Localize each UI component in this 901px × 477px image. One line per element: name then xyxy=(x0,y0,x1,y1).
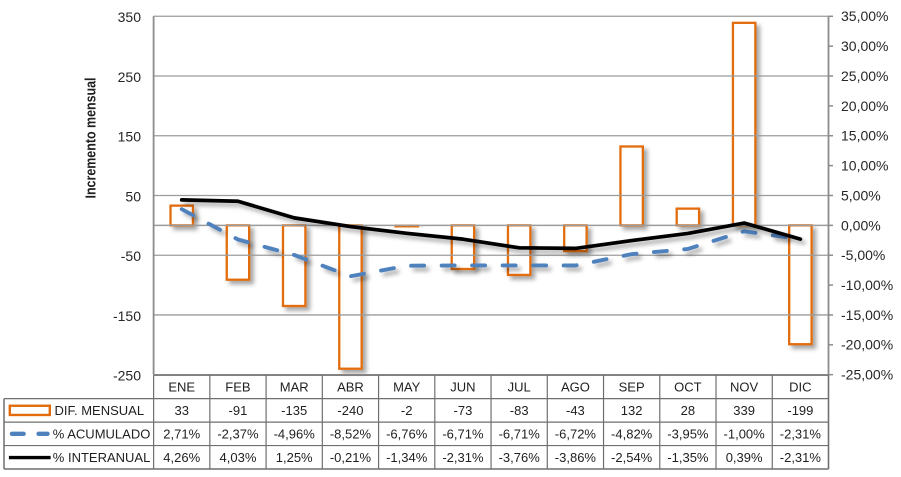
svg-text:10,00%: 10,00% xyxy=(841,158,888,174)
svg-text:-2: -2 xyxy=(401,403,413,418)
svg-text:MAR: MAR xyxy=(280,380,309,395)
svg-text:30,00%: 30,00% xyxy=(841,38,888,54)
svg-text:-4,82%: -4,82% xyxy=(611,426,653,441)
svg-text:-1,35%: -1,35% xyxy=(667,450,709,465)
svg-text:5,00%: 5,00% xyxy=(841,187,881,203)
svg-text:-3,95%: -3,95% xyxy=(667,426,709,441)
svg-text:-4,96%: -4,96% xyxy=(274,426,316,441)
svg-text:150: 150 xyxy=(118,129,142,145)
svg-text:132: 132 xyxy=(621,403,643,418)
svg-text:33: 33 xyxy=(174,403,188,418)
svg-text:4,03%: 4,03% xyxy=(220,450,257,465)
svg-text:20,00%: 20,00% xyxy=(841,98,888,114)
svg-text:250: 250 xyxy=(118,69,142,85)
svg-text:50: 50 xyxy=(125,188,141,204)
svg-text:ENE: ENE xyxy=(168,380,195,395)
svg-text:-2,31%: -2,31% xyxy=(780,450,822,465)
svg-text:-15,00%: -15,00% xyxy=(841,307,893,323)
svg-text:-3,76%: -3,76% xyxy=(499,450,541,465)
svg-text:-1,00%: -1,00% xyxy=(724,426,766,441)
svg-text:-91: -91 xyxy=(229,403,248,418)
svg-text:35,00%: 35,00% xyxy=(841,8,888,24)
svg-text:JUN: JUN xyxy=(450,380,475,395)
svg-text:-2,37%: -2,37% xyxy=(217,426,259,441)
svg-text:-150: -150 xyxy=(113,308,141,324)
svg-text:JUL: JUL xyxy=(508,380,531,395)
svg-text:-240: -240 xyxy=(337,403,363,418)
svg-text:% ACUMULADO: % ACUMULADO xyxy=(53,426,151,441)
svg-text:SEP: SEP xyxy=(619,380,645,395)
svg-text:-73: -73 xyxy=(454,403,473,418)
svg-text:-6,71%: -6,71% xyxy=(442,426,484,441)
svg-text:AGO: AGO xyxy=(561,380,590,395)
svg-text:0,39%: 0,39% xyxy=(726,450,763,465)
svg-text:25,00%: 25,00% xyxy=(841,68,888,84)
svg-text:-6,71%: -6,71% xyxy=(499,426,541,441)
svg-text:FEB: FEB xyxy=(225,380,250,395)
svg-text:NOV: NOV xyxy=(730,380,759,395)
svg-text:ABR: ABR xyxy=(337,380,364,395)
svg-text:DIC: DIC xyxy=(789,380,811,395)
svg-text:339: 339 xyxy=(733,403,755,418)
svg-text:-2,54%: -2,54% xyxy=(611,450,653,465)
svg-text:-6,76%: -6,76% xyxy=(386,426,428,441)
svg-text:-199: -199 xyxy=(787,403,813,418)
svg-text:-3,86%: -3,86% xyxy=(555,450,597,465)
svg-text:4,26%: 4,26% xyxy=(163,450,200,465)
svg-text:-50: -50 xyxy=(121,248,141,264)
svg-text:OCT: OCT xyxy=(674,380,702,395)
svg-text:-135: -135 xyxy=(281,403,307,418)
svg-text:0,00%: 0,00% xyxy=(841,217,881,233)
svg-text:28: 28 xyxy=(681,403,695,418)
svg-text:% INTERANUAL: % INTERANUAL xyxy=(53,450,151,465)
svg-text:-8,52%: -8,52% xyxy=(330,426,372,441)
svg-text:-10,00%: -10,00% xyxy=(841,277,893,293)
svg-text:Incremento mensual: Incremento mensual xyxy=(82,78,99,199)
svg-text:-2,31%: -2,31% xyxy=(780,426,822,441)
svg-text:1,25%: 1,25% xyxy=(276,450,313,465)
svg-text:15,00%: 15,00% xyxy=(841,128,888,144)
svg-text:-2,31%: -2,31% xyxy=(442,450,484,465)
svg-text:DIF. MENSUAL: DIF. MENSUAL xyxy=(55,403,145,418)
svg-text:350: 350 xyxy=(118,9,142,25)
svg-text:-5,00%: -5,00% xyxy=(841,247,885,263)
svg-text:-250: -250 xyxy=(113,368,141,384)
svg-text:-43: -43 xyxy=(566,403,585,418)
svg-text:-25,00%: -25,00% xyxy=(841,367,893,383)
svg-text:-0,21%: -0,21% xyxy=(330,450,372,465)
svg-text:-6,72%: -6,72% xyxy=(555,426,597,441)
svg-text:-83: -83 xyxy=(510,403,529,418)
svg-text:2,71%: 2,71% xyxy=(163,426,200,441)
svg-text:MAY: MAY xyxy=(393,380,421,395)
svg-text:-20,00%: -20,00% xyxy=(841,337,893,353)
svg-text:-1,34%: -1,34% xyxy=(386,450,428,465)
